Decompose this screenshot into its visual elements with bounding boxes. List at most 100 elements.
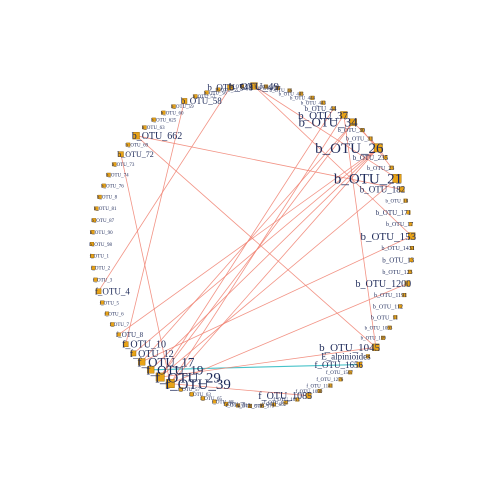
edge-layer bbox=[98, 85, 412, 397]
node-b_OTU_55 bbox=[216, 87, 221, 92]
node-f_OTU_17 bbox=[138, 358, 146, 366]
node-label-f_OTU_517: f_OTU_517 bbox=[226, 404, 251, 409]
node-label-b_OTU_74: b_OTU_74 bbox=[106, 174, 129, 179]
node-label-b_OTU_13: b_OTU_13 bbox=[382, 256, 414, 264]
node-label-b_OTU_112: b_OTU_112 bbox=[373, 304, 403, 310]
node-label-b_OTU_1093: b_OTU_1093 bbox=[365, 327, 393, 332]
node-b_OTU_51 bbox=[239, 84, 244, 89]
node-b_OTU_625 bbox=[151, 117, 156, 122]
node-f_OTU_79 bbox=[224, 401, 229, 406]
node-label-f_OTU_6: f_OTU_6 bbox=[104, 312, 124, 317]
node-label-f_OTU_29: f_OTU_29 bbox=[155, 370, 221, 386]
node-label-f_OTU_1656: f_OTU_1656 bbox=[315, 360, 364, 370]
node-label-f_OTU_5: f_OTU_5 bbox=[100, 301, 120, 306]
node-b_OTU_445 bbox=[299, 91, 304, 96]
node-b_OTU_56 bbox=[204, 90, 209, 95]
node-f_OTU_2 bbox=[91, 265, 96, 270]
node-label-b_OTU_59: b_OTU_59 bbox=[171, 105, 194, 110]
node-b_OTU_13 bbox=[409, 257, 414, 262]
node-label-b_OTU_55: b_OTU_55 bbox=[216, 88, 239, 93]
node-label-b_OTU_443: b_OTU_443 bbox=[301, 102, 327, 107]
node-b_OTU_123 bbox=[407, 269, 412, 274]
node-label-b_OTU_18: b_OTU_18 bbox=[386, 200, 409, 205]
node-layer bbox=[89, 82, 416, 409]
node-f_OTU_517 bbox=[236, 403, 241, 408]
node-label-f_OTU_1085: f_OTU_1085 bbox=[258, 391, 312, 402]
node-label-E_alpinioides: E_alpinioides bbox=[321, 351, 371, 361]
node-f_OTU_6 bbox=[104, 311, 109, 316]
node-label-b_OTU_26: b_OTU_26 bbox=[315, 141, 384, 157]
node-f_OTU_1141 bbox=[328, 383, 333, 388]
node-b_OTU_662 bbox=[132, 132, 140, 140]
node-label-b_OTU_1431: b_OTU_1431 bbox=[381, 246, 414, 252]
node-label-b_OTU_46: b_OTU_46 bbox=[270, 89, 293, 94]
label-layer: b_OTU_21b_OTU_182 b_OTU_18 b_OTU_171 b_OTU_… bbox=[89, 81, 416, 410]
node-label-b_OTU_63: b_OTU_63 bbox=[142, 126, 165, 131]
node-f_OTU_1085 bbox=[305, 392, 312, 399]
edge-b_OTU_153-f_OTU_17 bbox=[141, 235, 412, 363]
node-f_OTU_12 bbox=[130, 350, 137, 357]
node-label-b_OTU_90: b_OTU_90 bbox=[90, 231, 113, 236]
node-label-b_OTU_72: b_OTU_72 bbox=[117, 150, 153, 159]
node-label-b_OTU_60: b_OTU_60 bbox=[161, 111, 184, 116]
node-f_OTU_63 bbox=[189, 392, 194, 397]
node-b_OTU_548 bbox=[227, 84, 233, 91]
node-label-b_OTU_98: b_OTU_98 bbox=[89, 243, 112, 248]
node-label-b_OTU_57: b_OTU_57 bbox=[193, 95, 216, 100]
node-b_OTU_76 bbox=[101, 183, 106, 188]
node-b_OTU_1093 bbox=[387, 325, 392, 330]
node-b_OTU_112 bbox=[398, 304, 403, 309]
node-b_OTU_21 bbox=[392, 173, 402, 183]
node-b_OTU_49 bbox=[250, 82, 258, 90]
node-b_OTU_74 bbox=[106, 172, 111, 177]
node-b_OTU_1045 bbox=[372, 343, 380, 351]
node-f_OTU_579 bbox=[260, 403, 265, 408]
node-b_OTU_18 bbox=[403, 198, 408, 203]
node-label-b_OTU_182: b_OTU_182 bbox=[360, 185, 406, 195]
node-label-b_OTU_548: b_OTU_548 bbox=[207, 83, 253, 93]
node-label-f_OTU_662: f_OTU_662 bbox=[262, 403, 287, 408]
node-b_OTU_60 bbox=[161, 110, 166, 115]
node-label-b_OTU_69: b_OTU_69 bbox=[125, 143, 148, 148]
node-label-b_OTU_123: b_OTU_123 bbox=[382, 270, 412, 276]
edge-b_OTU_182-b_OTU_662 bbox=[136, 135, 402, 190]
node-b_OTU_31 bbox=[368, 136, 373, 141]
node-f_OTU_1656 bbox=[356, 361, 363, 368]
node-f_OTU_8 bbox=[116, 332, 121, 337]
node-label-b_OTU_235: b_OTU_235 bbox=[353, 154, 389, 162]
node-label-f_OTU_1567: f_OTU_1567 bbox=[326, 371, 353, 376]
node-label-b_OTU_37: b_OTU_37 bbox=[298, 110, 349, 122]
node-b_OTU_443 bbox=[321, 100, 326, 105]
node-label-b_OTU_34: b_OTU_34 bbox=[298, 115, 358, 130]
node-b_OTU_23 bbox=[389, 165, 394, 170]
node-b_OTU_69 bbox=[126, 142, 131, 147]
node-label-f_OTU_17: f_OTU_17 bbox=[137, 355, 195, 370]
node-f_OTU_1 bbox=[90, 253, 95, 258]
node-label-b_OTU_11: b_OTU_11 bbox=[371, 315, 398, 321]
node-b_OTU_48 bbox=[263, 84, 268, 89]
node-label-b_OTU_1191: b_OTU_1191 bbox=[374, 293, 407, 299]
node-b_OTU_87 bbox=[92, 218, 97, 223]
node-label-b_OTU_171: b_OTU_171 bbox=[376, 209, 412, 217]
edge-b_OTU_26-f_OTU_12 bbox=[133, 147, 379, 354]
node-label-b_OTU_73: b_OTU_73 bbox=[112, 163, 135, 168]
node-label-b_OTU_31: b_OTU_31 bbox=[346, 137, 373, 143]
node-f_OTU_19 bbox=[147, 366, 155, 374]
node-b_OTU_47 bbox=[275, 86, 280, 91]
node-b_OTU_34 bbox=[349, 118, 357, 126]
node-label-b_OTU_81: b_OTU_81 bbox=[94, 207, 117, 212]
node-label-b_OTU_153: b_OTU_153 bbox=[360, 231, 416, 243]
node-b_OTU_11 bbox=[393, 315, 398, 320]
node-b_OTU_182 bbox=[398, 186, 405, 193]
node-label-f_OTU_68: f_OTU_68 bbox=[212, 400, 234, 405]
node-f_OTU_1090 bbox=[317, 389, 322, 394]
node-f_OTU_1011 bbox=[295, 397, 300, 402]
edge-b_OTU_49-b_OTU_21 bbox=[253, 85, 398, 179]
node-label-f_OTU_8: f_OTU_8 bbox=[116, 331, 144, 339]
node-label-f_OTU_3: f_OTU_3 bbox=[93, 278, 113, 283]
node-label-f_OTU_1276: f_OTU_1276 bbox=[316, 378, 343, 383]
node-b_OTU_63 bbox=[142, 125, 147, 130]
node-label-f_OTU_57: f_OTU_57 bbox=[178, 388, 200, 393]
node-f_OTU_5 bbox=[100, 300, 105, 305]
